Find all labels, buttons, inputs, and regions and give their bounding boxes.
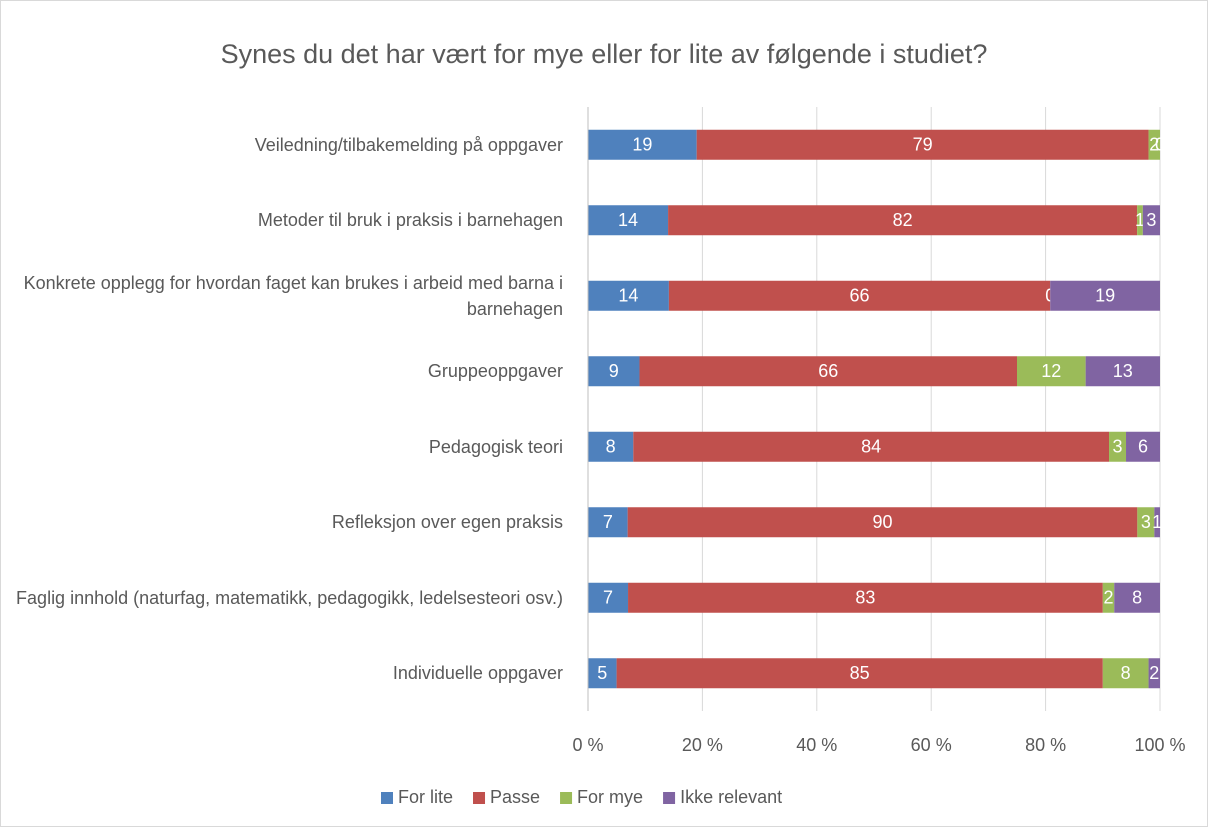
bar-segment bbox=[696, 129, 1149, 160]
legend-label: Ikke relevant bbox=[680, 787, 782, 807]
bar-segment bbox=[1102, 658, 1149, 689]
bar-segment bbox=[1109, 431, 1127, 462]
data-label: 19 bbox=[1095, 286, 1115, 306]
data-label: 7 bbox=[603, 512, 613, 532]
bar-segment bbox=[1126, 431, 1160, 462]
data-label: 13 bbox=[1113, 361, 1133, 381]
bar-segment bbox=[1050, 280, 1160, 311]
data-label: 79 bbox=[913, 135, 933, 155]
bar-segment bbox=[616, 658, 1103, 689]
legend-swatch bbox=[560, 792, 573, 804]
data-label: 85 bbox=[850, 663, 870, 683]
data-label: 83 bbox=[855, 588, 875, 608]
x-tick-label: 40 % bbox=[796, 735, 837, 755]
x-tick-label: 20 % bbox=[682, 735, 723, 755]
data-label: 1 bbox=[1152, 512, 1162, 532]
data-label: 66 bbox=[850, 286, 870, 306]
bar-segment bbox=[668, 205, 1138, 236]
y-tick-label: Veiledning/tilbakemelding på oppgaver bbox=[254, 134, 563, 155]
data-label: 66 bbox=[818, 361, 838, 381]
data-label: 9 bbox=[609, 361, 619, 381]
y-tick-label: Faglig innhold (naturfag, matematikk, pe… bbox=[16, 587, 563, 608]
data-label: 8 bbox=[1121, 663, 1131, 683]
bar-segment bbox=[588, 431, 634, 462]
bar-segment bbox=[633, 431, 1110, 462]
bar-segment bbox=[588, 356, 640, 387]
data-label: 3 bbox=[1113, 437, 1123, 457]
data-label: 19 bbox=[632, 135, 652, 155]
data-label: 8 bbox=[606, 437, 616, 457]
legend-label: For mye bbox=[577, 787, 643, 807]
data-label: 1 bbox=[1135, 210, 1145, 230]
data-label: 0 bbox=[1155, 135, 1165, 155]
data-label: 14 bbox=[618, 286, 638, 306]
data-label: 84 bbox=[861, 437, 881, 457]
data-label: 2 bbox=[1149, 663, 1159, 683]
chart-title: Synes du det har vært for mye eller for … bbox=[221, 39, 988, 69]
bar-segment bbox=[1102, 582, 1115, 613]
x-tick-label: 100 % bbox=[1134, 735, 1185, 755]
y-tick-label: Metoder til bruk i praksis i barnehagen bbox=[257, 210, 563, 231]
legend-swatch bbox=[473, 792, 486, 804]
x-tick-label: 80 % bbox=[1025, 735, 1066, 755]
bar-segment bbox=[1017, 356, 1086, 387]
data-label: 5 bbox=[597, 663, 607, 683]
bar-segment bbox=[1137, 205, 1143, 236]
legend-swatch bbox=[381, 792, 393, 804]
bar-segment bbox=[588, 582, 629, 613]
bar-segment bbox=[1114, 582, 1160, 613]
bar-segment bbox=[588, 205, 669, 236]
data-label: 90 bbox=[872, 512, 892, 532]
x-tick-label: 60 % bbox=[911, 735, 952, 755]
bar-segment bbox=[588, 129, 697, 160]
legend-label: For lite bbox=[398, 787, 453, 807]
y-tick-label: Individuelle oppgaver bbox=[392, 663, 563, 684]
bar-segment bbox=[1142, 205, 1160, 236]
bar-segment bbox=[1085, 356, 1160, 387]
y-tick-label: Refleksjon over egen praksis bbox=[331, 512, 563, 533]
data-label: 3 bbox=[1146, 210, 1156, 230]
bar-segment bbox=[668, 280, 1051, 311]
bar-segment bbox=[588, 280, 669, 311]
bar-segment bbox=[1154, 507, 1160, 538]
y-tick-label: Pedagogisk teori bbox=[428, 436, 563, 457]
bar-segment bbox=[628, 582, 1103, 613]
data-label: 8 bbox=[1132, 588, 1142, 608]
y-tick-label: Gruppeoppgaver bbox=[427, 361, 563, 382]
data-label: 2 bbox=[1149, 135, 1159, 155]
bar-segment bbox=[1137, 507, 1155, 538]
data-label: 6 bbox=[1138, 437, 1148, 457]
y-tick-label: Konkrete opplegg for hvordan faget kan b… bbox=[23, 272, 563, 319]
bar-segment bbox=[639, 356, 1017, 387]
data-label: 12 bbox=[1041, 361, 1061, 381]
legend-swatch bbox=[663, 792, 676, 804]
bar-segment bbox=[1148, 129, 1160, 160]
bar-segment bbox=[588, 658, 617, 689]
data-label: 82 bbox=[893, 210, 913, 230]
bar-segment bbox=[588, 507, 628, 538]
bar-segment bbox=[627, 507, 1138, 538]
legend-label: Passe bbox=[490, 787, 540, 807]
x-tick-label: 0 % bbox=[572, 735, 603, 755]
bar-segment bbox=[1148, 658, 1160, 689]
data-label: 7 bbox=[603, 588, 613, 608]
data-label: 2 bbox=[1104, 588, 1114, 608]
data-label: 14 bbox=[618, 210, 638, 230]
data-label: 3 bbox=[1141, 512, 1151, 532]
